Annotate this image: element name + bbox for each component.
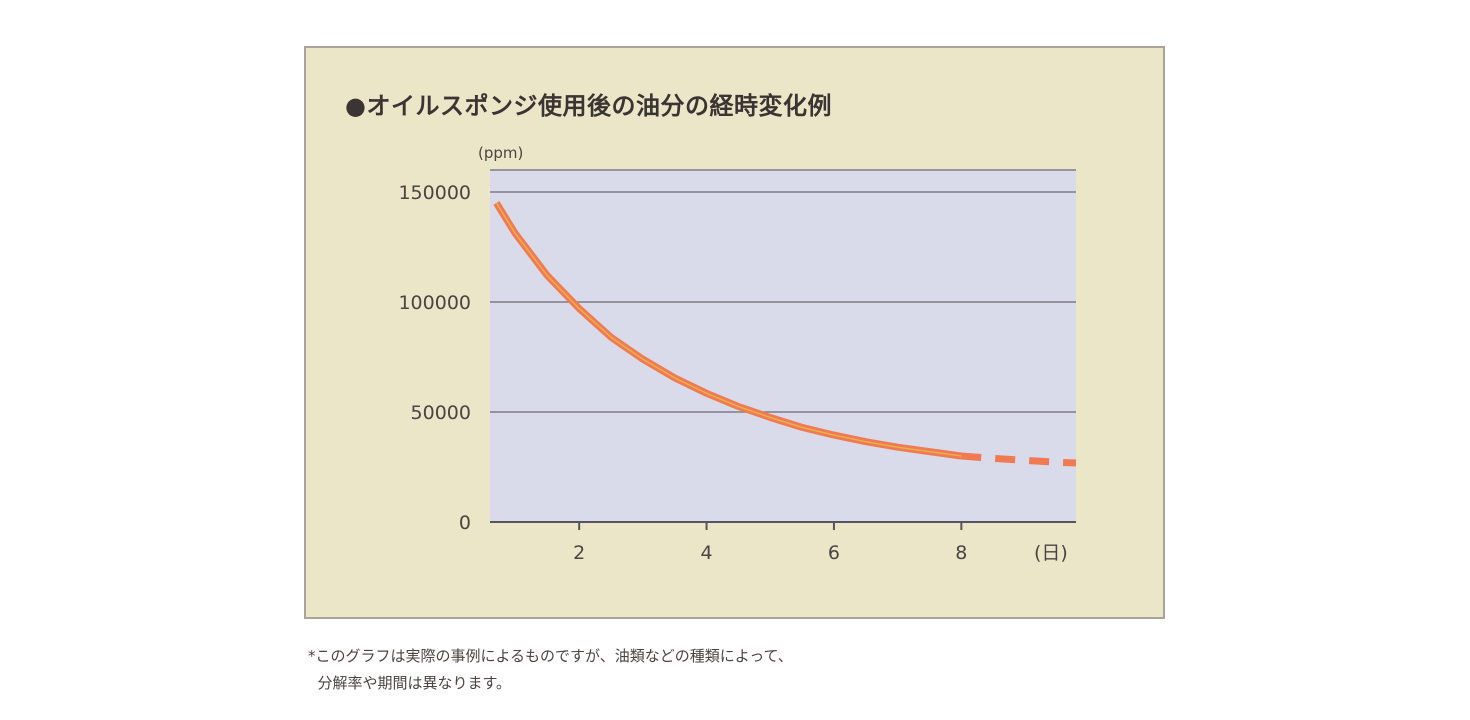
- y-axis-unit-label: (ppm): [478, 144, 524, 162]
- data-line-solid-highlight: [495, 202, 962, 457]
- x-tick-label: 6: [828, 542, 840, 564]
- x-tick-label: 4: [701, 542, 713, 564]
- x-axis-unit-label: (日): [1034, 542, 1068, 564]
- chart-title: ●オイルスポンジ使用後の油分の経時変化例: [345, 92, 832, 120]
- y-tick-label: 100000: [398, 292, 471, 314]
- footnote-line-2: 分解率や期間は異なります。: [308, 674, 512, 692]
- x-tick-label: 8: [955, 542, 967, 564]
- footnote: *このグラフは実際の事例によるものですが、油類などの種類によって、 分解率や期間…: [308, 643, 793, 697]
- y-tick-label: 150000: [398, 182, 471, 204]
- y-tick-label: 50000: [411, 402, 471, 424]
- x-tick-label: 2: [573, 542, 585, 564]
- y-tick-label: 0: [459, 512, 471, 534]
- plot-background: [490, 170, 1076, 522]
- data-line-dashed: [961, 452, 1077, 467]
- footnote-line-1: *このグラフは実際の事例によるものですが、油類などの種類によって、: [308, 647, 793, 665]
